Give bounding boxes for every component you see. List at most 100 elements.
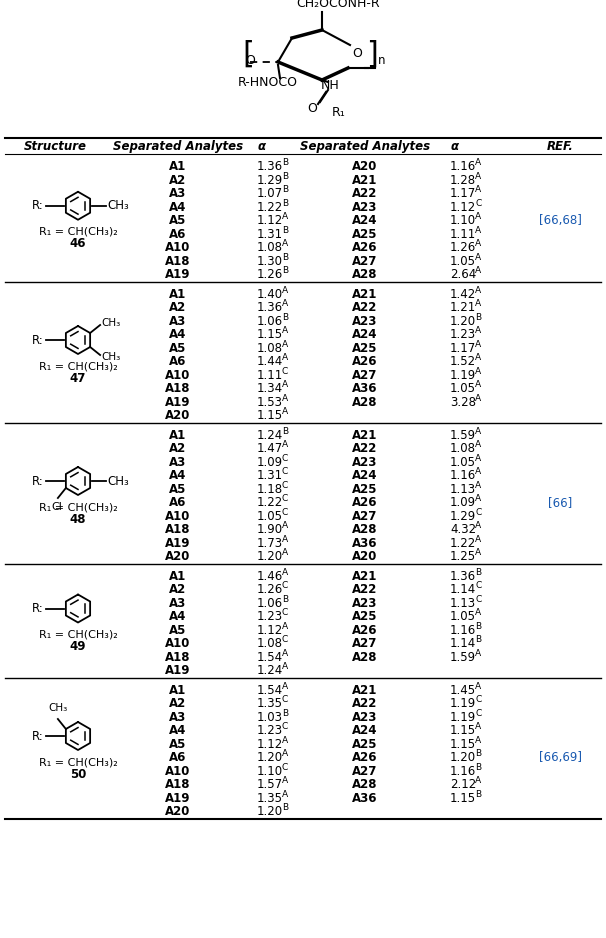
Text: C: C [282,367,288,376]
Text: Separated Analytes: Separated Analytes [113,140,243,153]
Text: A: A [282,440,288,449]
Text: 1.31: 1.31 [257,469,283,482]
Text: C: C [475,695,481,704]
Text: R₁ = CH(CH₃)₂: R₁ = CH(CH₃)₂ [39,361,118,371]
Text: A: A [475,427,481,436]
Text: A: A [475,608,481,617]
Text: A: A [475,266,481,275]
Text: A4: A4 [169,611,187,623]
Text: A1: A1 [169,684,187,697]
Text: 1.16: 1.16 [450,764,476,778]
Text: A22: A22 [352,188,378,200]
Text: A28: A28 [352,268,378,281]
Text: 1.35: 1.35 [257,792,283,805]
Text: 1.20: 1.20 [450,315,476,327]
Text: A22: A22 [352,301,378,314]
Text: [66]: [66] [548,496,572,509]
Text: CH₃: CH₃ [107,475,128,488]
Text: 1.08: 1.08 [257,637,283,650]
Text: 1.20: 1.20 [257,751,283,764]
Text: 1.10: 1.10 [450,214,476,227]
Text: A: A [282,326,288,335]
Text: A6: A6 [169,751,187,764]
Text: A2: A2 [169,583,187,597]
Text: C: C [282,763,288,772]
Text: 46: 46 [70,237,86,250]
Text: A27: A27 [352,764,378,778]
Text: A28: A28 [352,779,378,792]
Text: A: A [475,226,481,234]
Text: 1.26: 1.26 [257,268,283,281]
Text: A3: A3 [169,456,187,469]
Text: A1: A1 [169,429,187,442]
Text: A: A [475,239,481,249]
Text: A18: A18 [165,383,191,395]
Text: A28: A28 [352,523,378,537]
Text: A: A [475,340,481,349]
Text: 1.15: 1.15 [257,409,283,422]
Text: C: C [282,635,288,644]
Text: C: C [282,454,288,462]
Text: 1.05: 1.05 [257,509,283,522]
Text: 1.09: 1.09 [257,456,283,469]
Text: A: A [282,239,288,249]
Text: 1.31: 1.31 [257,228,283,241]
Text: A: A [475,367,481,376]
Text: 1.05: 1.05 [450,611,476,623]
Text: A: A [475,286,481,295]
Text: R-HNOCO: R-HNOCO [238,75,298,88]
Text: 1.16: 1.16 [450,624,476,637]
Text: A: A [475,535,481,544]
Text: A26: A26 [352,751,378,764]
Text: A20: A20 [165,409,191,422]
Text: A: A [475,481,481,490]
Text: A: A [475,722,481,732]
Text: R:: R: [32,602,44,615]
Text: A: A [282,522,288,530]
Text: R₁ = CH(CH₃)₂: R₁ = CH(CH₃)₂ [39,757,118,767]
Text: A: A [475,467,481,477]
Text: 1.36: 1.36 [257,301,283,314]
Text: A3: A3 [169,597,187,610]
Text: CH₃: CH₃ [101,318,121,328]
Text: 1.24: 1.24 [257,429,283,442]
Text: A: A [282,649,288,658]
Text: A28: A28 [352,651,378,664]
Text: A36: A36 [352,537,378,550]
Text: 1.12: 1.12 [257,624,283,637]
Text: 1.12: 1.12 [257,738,283,750]
Text: A: A [475,682,481,690]
Text: 1.19: 1.19 [450,697,476,710]
Text: A10: A10 [165,369,191,382]
Text: A: A [475,185,481,194]
Text: A20: A20 [352,551,378,563]
Text: A4: A4 [169,469,187,482]
Text: R:: R: [32,730,44,743]
Text: B: B [282,185,288,194]
Text: 1.15: 1.15 [257,328,283,341]
Text: B: B [282,159,288,167]
Text: A: A [282,682,288,690]
Text: A27: A27 [352,509,378,522]
Text: A24: A24 [352,469,378,482]
Text: A19: A19 [165,396,191,409]
Text: A1: A1 [169,288,187,301]
Text: B: B [282,172,288,181]
Text: A26: A26 [352,496,378,509]
Text: 2.12: 2.12 [450,779,476,792]
Text: R₁ = CH(CH₃)₂: R₁ = CH(CH₃)₂ [39,227,118,236]
Text: A27: A27 [352,255,378,267]
Text: 1.03: 1.03 [257,711,283,724]
Text: B: B [282,595,288,604]
Text: A: A [282,407,288,416]
Text: A: A [475,735,481,745]
Text: A10: A10 [165,764,191,778]
Text: A18: A18 [165,523,191,537]
Text: [: [ [242,39,254,68]
Text: C: C [282,507,288,517]
Text: A: A [475,454,481,462]
Text: A4: A4 [169,724,187,737]
Text: A: A [282,662,288,672]
Text: A: A [475,777,481,785]
Text: A2: A2 [169,697,187,710]
